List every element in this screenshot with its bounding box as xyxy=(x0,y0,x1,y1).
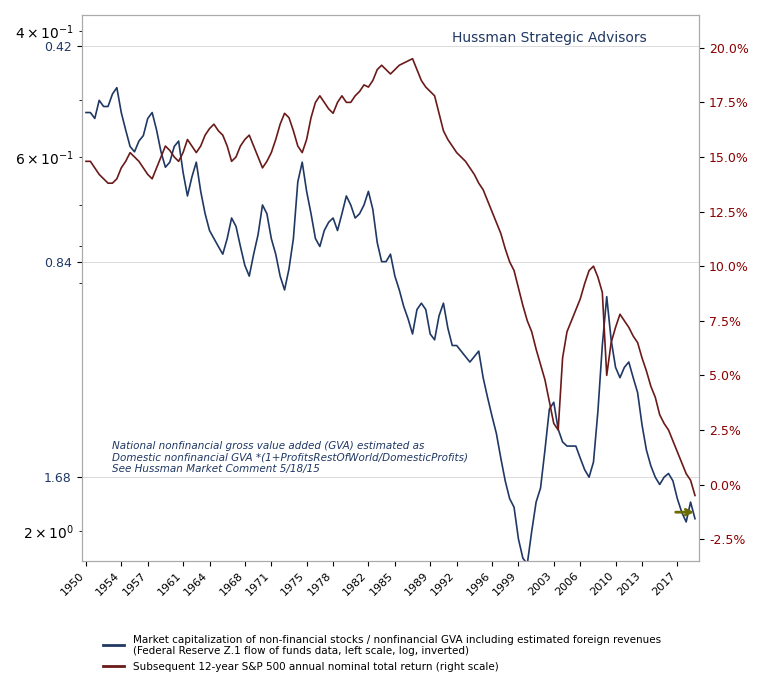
Text: National nonfinancial gross value added (GVA) estimated as
Domestic nonfinancial: National nonfinancial gross value added … xyxy=(112,441,468,474)
Text: Hussman Strategic Advisors: Hussman Strategic Advisors xyxy=(452,31,647,46)
Legend: Market capitalization of non-financial stocks / nonfinancial GVA including estim: Market capitalization of non-financial s… xyxy=(99,631,665,676)
